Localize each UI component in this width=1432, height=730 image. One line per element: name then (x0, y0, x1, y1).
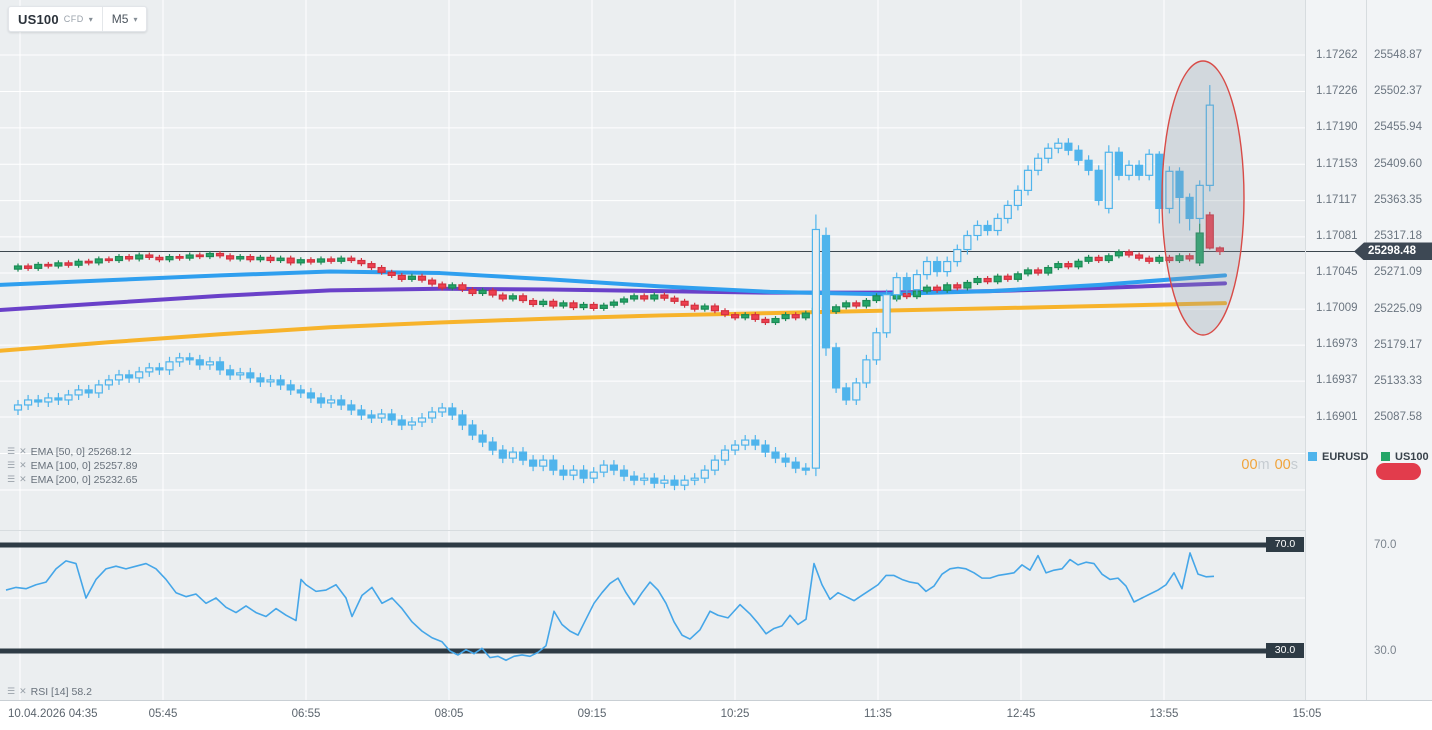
indicator-remove-icon[interactable]: ✕ (19, 474, 27, 484)
eurusd-price-tick-label: 1.17190 (1316, 120, 1358, 133)
us100-price-tick-label: 25087.58 (1374, 410, 1422, 423)
eurusd-price-tick-label: 1.17262 (1316, 48, 1358, 61)
eurusd-swatch-icon (1308, 452, 1317, 461)
timeframe-selector[interactable]: M5 ▾ (103, 7, 147, 31)
us100-candles (13, 211, 1225, 326)
eurusd-price-tick-label: 1.17117 (1316, 193, 1357, 206)
us100-swatch-icon (1381, 452, 1390, 461)
time-tick-label: 12:45 (1006, 708, 1036, 720)
eurusd-candles (13, 85, 1214, 491)
ema-indicator-row: ☰ ✕ EMA [200, 0] 25232.65 (7, 473, 137, 486)
indicator-remove-icon[interactable]: ✕ (19, 446, 27, 456)
us100-price-tick-label: 25548.87 (1374, 48, 1422, 61)
eurusd-price-tick-label: 1.17009 (1316, 302, 1358, 315)
rsi-upper-badge: 70.0 (1266, 537, 1304, 552)
us100-price-tick-label: 25179.17 (1374, 338, 1422, 351)
indicator-remove-icon[interactable]: ✕ (19, 686, 27, 696)
eurusd-price-tick-label: 1.16973 (1316, 338, 1358, 351)
time-tick-label: 10.04.2026 04:35 (8, 708, 98, 720)
us100-price-tick-label: 25317.18 (1374, 230, 1422, 243)
time-tick-label: 05:45 (148, 708, 178, 720)
time-tick-label: 15:05 (1292, 708, 1322, 720)
countdown-seconds: 00 (1274, 457, 1291, 473)
countdown-minutes: 00 (1241, 457, 1258, 473)
candle-countdown: 00m 00s (1150, 457, 1298, 473)
rsi-upper-level-label: 70.0 (1374, 539, 1397, 551)
eurusd-price-tick-label: 1.17081 (1316, 230, 1358, 242)
eurusd-price-tick-label: 1.16937 (1316, 374, 1358, 387)
quote-button[interactable] (1376, 463, 1421, 480)
symbol-toolbar: US100 CFD ▾ M5 ▾ (8, 6, 148, 32)
us100-price-tick-label: 25455.94 (1374, 121, 1422, 134)
time-tick-label: 08:05 (434, 708, 464, 720)
ema50-label: EMA [50, 0] 25268.12 (30, 445, 132, 458)
chevron-down-icon: ▾ (88, 14, 93, 24)
time-tick-label: 11:35 (864, 708, 892, 720)
indicator-settings-icon[interactable]: ☰ (7, 474, 16, 484)
instrument-type-label: CFD (63, 14, 84, 24)
rsi-lower-badge: 30.0 (1266, 643, 1304, 658)
timeframe-label: M5 (111, 12, 129, 26)
us100-legend-label: US100 (1395, 450, 1429, 463)
legend-us100: US100 (1381, 450, 1429, 463)
us100-price-tick-label: 25225.09 (1374, 302, 1422, 315)
us100-price-tick-label: 25363.35 (1374, 194, 1422, 207)
eurusd-price-tick-label: 1.17153 (1316, 157, 1358, 170)
rsi-line (5, 552, 1215, 662)
last-price-badge: 25298.48 (1354, 242, 1432, 261)
ema200-label: EMA [200, 0] 25232.65 (30, 473, 138, 486)
countdown-minutes-unit: m (1257, 457, 1270, 473)
time-tick-label: 09:15 (577, 708, 607, 720)
indicator-settings-icon[interactable]: ☰ (7, 446, 16, 456)
us100-price-tick-label: 25271.09 (1374, 266, 1422, 279)
rsi-indicator-row: ☰ ✕ RSI [14] 58.2 (7, 685, 92, 698)
indicator-remove-icon[interactable]: ✕ (19, 460, 27, 470)
chevron-down-icon: ▾ (133, 14, 138, 24)
ema100-label: EMA [100, 0] 25257.89 (30, 459, 138, 472)
ema-indicator-row: ☰ ✕ EMA [50, 0] 25268.12 (7, 445, 132, 458)
ema-indicator-row: ☰ ✕ EMA [100, 0] 25257.89 (7, 459, 137, 472)
eurusd-price-tick-label: 1.16901 (1316, 410, 1358, 423)
eurusd-price-tick-label: 1.17045 (1316, 266, 1358, 279)
time-tick-label: 06:55 (291, 708, 321, 720)
time-tick-label: 10:25 (720, 708, 750, 720)
indicator-settings-icon[interactable]: ☰ (7, 460, 16, 470)
highlight-ellipse (1161, 60, 1245, 336)
time-tick-label: 13:55 (1149, 708, 1179, 720)
rsi-label: RSI [14] 58.2 (30, 685, 92, 698)
time-axis[interactable] (0, 700, 1432, 730)
us100-price-tick-label: 25409.60 (1374, 157, 1422, 170)
eurusd-price-tick-label: 1.17226 (1316, 84, 1358, 97)
ema-line (0, 269, 1227, 297)
symbol-label: US100 (18, 11, 59, 27)
indicator-settings-icon[interactable]: ☰ (7, 686, 16, 696)
eurusd-legend-label: EURUSD (1322, 450, 1369, 463)
rsi-lower-level-label: 30.0 (1374, 645, 1397, 657)
legend-eurusd: EURUSD (1308, 450, 1369, 463)
symbol-selector[interactable]: US100 CFD ▾ (9, 7, 102, 31)
ema-line (0, 301, 1227, 353)
toolbar-divider (101, 7, 103, 31)
countdown-seconds-unit: s (1290, 457, 1298, 473)
us100-price-tick-label: 25502.37 (1374, 84, 1422, 97)
us100-price-tick-label: 25133.33 (1374, 374, 1422, 387)
